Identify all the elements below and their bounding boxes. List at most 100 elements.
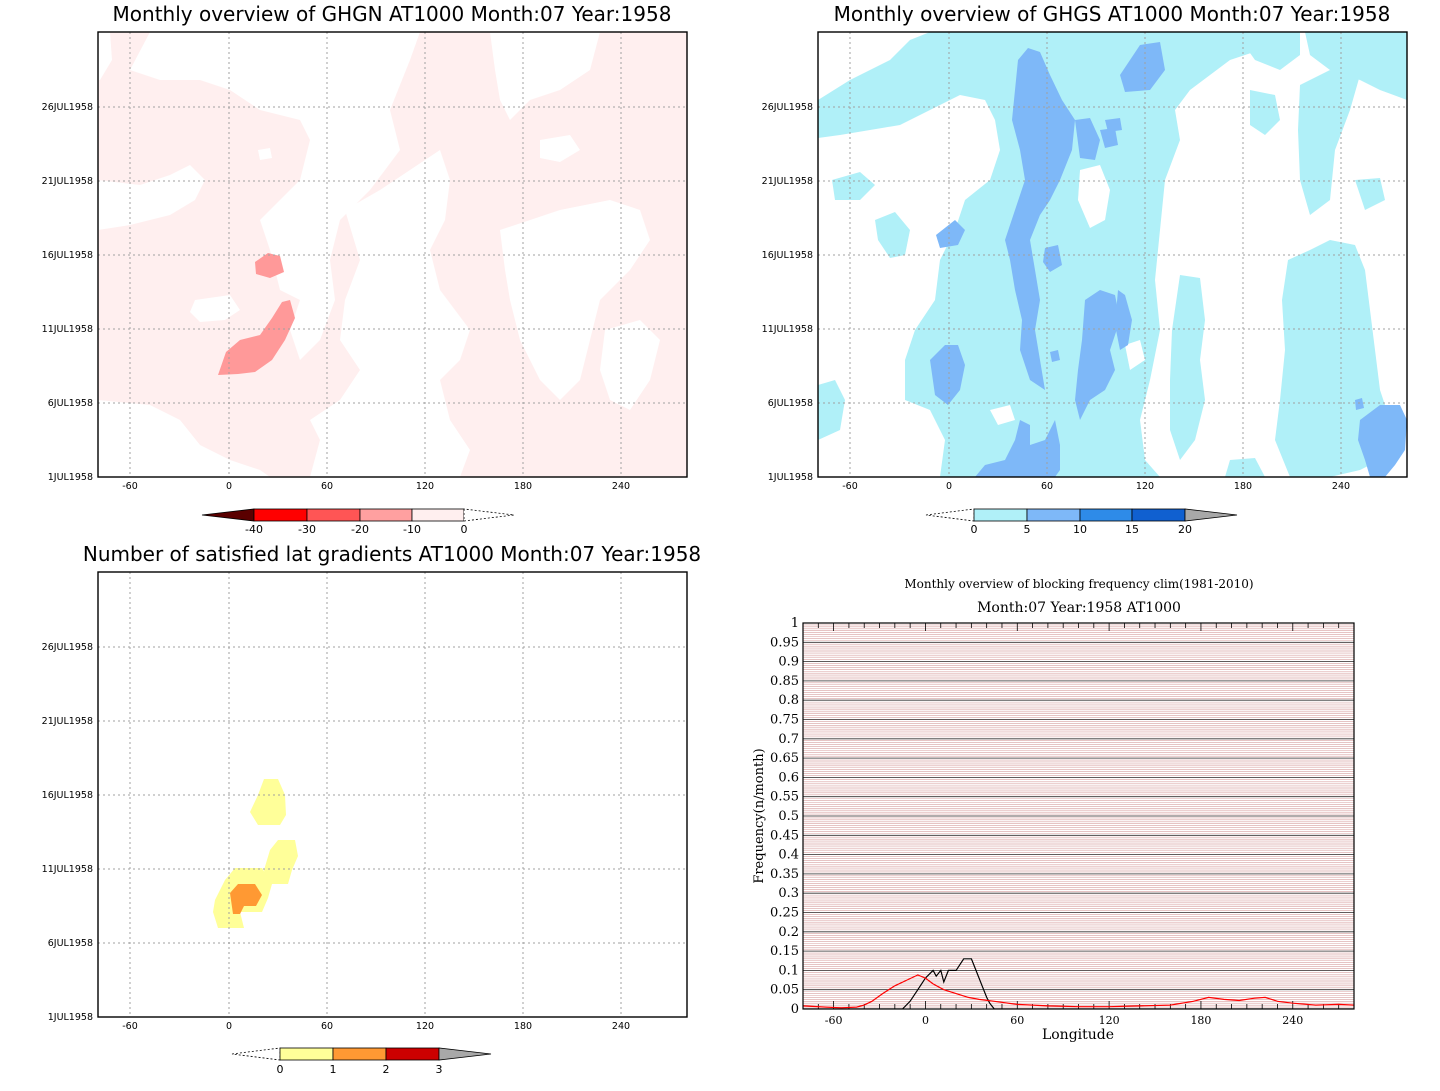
- colorbar-label: 0: [971, 523, 978, 536]
- colorbar-label: -10: [403, 523, 421, 536]
- x-tick-label: 180: [1234, 481, 1252, 492]
- x-tick-label: 120: [1136, 481, 1154, 492]
- colorbar-segment: [1131, 508, 1186, 522]
- colorbar-label: 20: [1178, 523, 1192, 536]
- y-tick-label: 0.65: [770, 751, 799, 766]
- x-tick-label: 60: [1010, 1014, 1024, 1027]
- colorbar-segment: [1079, 508, 1133, 522]
- ghgs-colorbar: 0 5 10 15 20: [925, 508, 1238, 536]
- x-tick-label: -60: [825, 1014, 843, 1027]
- y-tick-label: 21JUL1958: [42, 176, 93, 187]
- panel-lat-gradients: Number of satisfied lat gradients AT1000…: [42, 542, 701, 1076]
- y-tick-label: 0.5: [778, 809, 799, 824]
- x-tick-label: 240: [612, 1021, 630, 1032]
- x-tick-label: 0: [226, 1021, 232, 1032]
- colorbar-label: 10: [1073, 523, 1087, 536]
- colorbar-label: 0: [461, 523, 468, 536]
- y-tick-label: 0: [791, 1002, 799, 1017]
- ghgs-medium-regions: [930, 42, 1407, 477]
- blocking-fine-grid: [803, 624, 1354, 1008]
- blocking-title: Monthly overview of blocking frequency c…: [904, 577, 1253, 591]
- colorbar-label: 1: [330, 1063, 337, 1076]
- x-tick-label: 60: [321, 481, 333, 492]
- ghgs-y-ticks: 1JUL1958 6JUL1958 11JUL1958 16JUL1958 21…: [762, 102, 813, 483]
- blocking-xlabel: Longitude: [1042, 1027, 1114, 1043]
- y-tick-label: 0.75: [770, 713, 799, 728]
- y-tick-label: 11JUL1958: [42, 864, 93, 875]
- y-tick-label: 0.2: [778, 925, 799, 940]
- colorbar-segment: [231, 1047, 281, 1061]
- x-tick-label: -60: [122, 1021, 138, 1032]
- ghgs-x-ticks: -60 0 60 120 180 240: [842, 481, 1350, 492]
- blocking-x-ticks: -60 0 60 120 180 240: [825, 1014, 1304, 1027]
- y-tick-label: 6JUL1958: [48, 398, 93, 409]
- x-tick-label: 120: [416, 1021, 434, 1032]
- panel-ghgs: Monthly overview of GHGS AT1000 Month:07…: [762, 2, 1408, 536]
- blocking-frame: [802, 622, 1355, 1010]
- x-tick-label: 120: [1099, 1014, 1120, 1027]
- ghgn-negative-anomaly: [218, 253, 295, 375]
- colorbar-label: 5: [1024, 523, 1031, 536]
- y-tick-label: 1JUL1958: [768, 472, 813, 483]
- ghgn-title: Monthly overview of GHGN AT1000 Month:07…: [113, 2, 672, 26]
- colorbar-segment: [253, 508, 308, 522]
- ghgs-title: Monthly overview of GHGS AT1000 Month:07…: [834, 2, 1391, 26]
- x-tick-label: 180: [514, 1021, 532, 1032]
- y-tick-label: 16JUL1958: [42, 250, 93, 261]
- y-tick-label: 26JUL1958: [42, 102, 93, 113]
- y-tick-label: 21JUL1958: [42, 716, 93, 727]
- gradients-two-regions: [230, 884, 262, 914]
- x-tick-label: -60: [122, 481, 138, 492]
- colorbar-segment: [463, 508, 515, 522]
- y-tick-label: 0.9: [778, 655, 799, 670]
- gradients-grid: [98, 572, 687, 1017]
- gradients-x-ticks: -60 0 60 120 180 240: [122, 1021, 630, 1032]
- colorbar-segment: [973, 508, 1028, 522]
- series-line-black: [803, 958, 1354, 1009]
- ghgn-x-ticks: -60 0 60 120 180 240: [122, 481, 630, 492]
- colorbar-segment: [1026, 508, 1081, 522]
- y-tick-label: 1JUL1958: [48, 472, 93, 483]
- x-tick-label: 240: [1282, 1014, 1303, 1027]
- gradients-one-regions: [213, 779, 298, 928]
- y-tick-label: 0.25: [770, 906, 799, 921]
- y-tick-label: 11JUL1958: [762, 324, 813, 335]
- y-tick-label: 0.15: [770, 944, 799, 959]
- x-tick-label: 120: [416, 481, 434, 492]
- y-tick-label: 0.05: [770, 983, 799, 998]
- y-tick-label: 6JUL1958: [768, 398, 813, 409]
- y-tick-label: 6JUL1958: [48, 938, 93, 949]
- colorbar-segment: [411, 508, 465, 522]
- blocking-major-grid: [803, 622, 1354, 1010]
- x-tick-label: 60: [1041, 481, 1053, 492]
- y-tick-label: 11JUL1958: [42, 324, 93, 335]
- x-tick-label: 240: [612, 481, 630, 492]
- colorbar-segment: [1184, 508, 1238, 522]
- blocking-ylabel: Frequency(n/month): [752, 748, 767, 883]
- ghgn-y-ticks: 1JUL1958 6JUL1958 11JUL1958 16JUL1958 21…: [42, 102, 93, 483]
- y-tick-label: 21JUL1958: [762, 176, 813, 187]
- x-tick-label: -60: [842, 481, 858, 492]
- x-tick-label: 0: [946, 481, 952, 492]
- ghgs-frame: [817, 31, 1408, 478]
- colorbar-label: -40: [245, 523, 263, 536]
- blocking-subtitle: Month:07 Year:1958 AT1000: [977, 600, 1181, 616]
- colorbar-label: 0: [277, 1063, 284, 1076]
- y-tick-label: 0.1: [778, 963, 799, 978]
- x-tick-label: 180: [1190, 1014, 1211, 1027]
- series-line-red: [803, 974, 1354, 1009]
- y-tick-label: 0.7: [778, 732, 799, 747]
- colorbar-segment: [925, 508, 975, 522]
- colorbar-label: -20: [351, 523, 369, 536]
- x-tick-label: 60: [321, 1021, 333, 1032]
- blocking-y-ticks: 0 0.05 0.1 0.15 0.2 0.25 0.3 0.35 0.4 0.45 0.5 0.55…: [770, 616, 799, 1017]
- y-tick-label: 26JUL1958: [42, 642, 93, 653]
- colorbar-segment: [438, 1047, 492, 1061]
- x-tick-label: 180: [514, 481, 532, 492]
- colorbar-label: 3: [436, 1063, 443, 1076]
- y-tick-label: 26JUL1958: [762, 102, 813, 113]
- colorbar-segment: [385, 1047, 440, 1061]
- colorbar-segment: [201, 508, 255, 522]
- panel-blocking-frequency: Monthly overview of blocking frequency c…: [752, 577, 1355, 1043]
